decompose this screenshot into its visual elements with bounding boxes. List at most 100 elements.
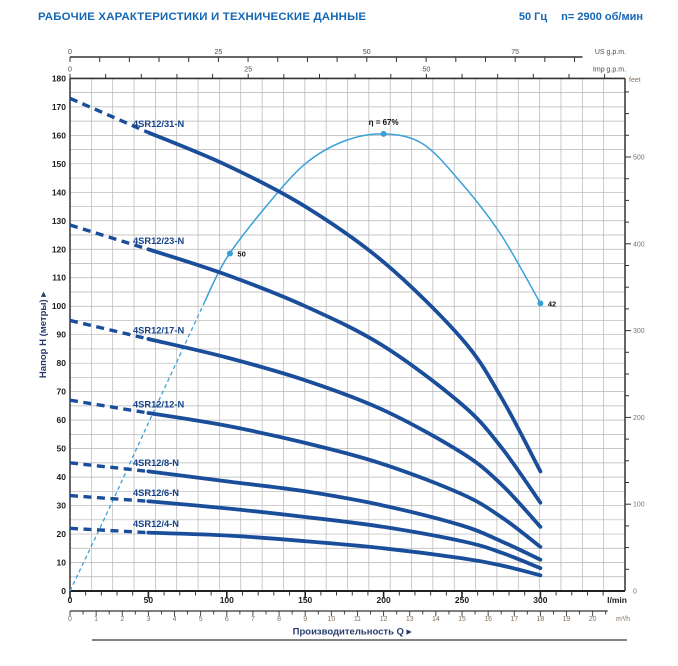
tick-label: 120 — [52, 244, 66, 254]
tick-label: 0 — [68, 595, 73, 605]
tick-label: 20 — [57, 529, 67, 539]
tick-label: 80 — [57, 358, 67, 368]
tick-label: 20 — [589, 616, 597, 623]
tick-label: 200 — [633, 415, 645, 422]
tick-label: 19 — [563, 616, 571, 623]
tick-label: 160 — [52, 130, 66, 140]
chart-header: РАБОЧИЕ ХАРАКТЕРИСТИКИ И ТЕХНИЧЕСКИЕ ДАН… — [0, 0, 678, 34]
pump-curves: 4SR12/31-N 4SR12/23-N 4SR12/17-N 4SR12/12-N… — [69, 96, 543, 578]
efficiency-marker-label: η = 67% — [369, 118, 399, 127]
efficiency-marker — [537, 300, 544, 307]
tick-label: 50 — [144, 595, 154, 605]
tick-label: 7 — [251, 616, 255, 623]
tick-label: 130 — [52, 216, 66, 226]
pump-curve-4sr12-8-n — [146, 469, 543, 562]
pump-curve-4sr12-31-n — [146, 130, 543, 474]
curve-label-4sr12-23-n: 4SR12/23-N — [133, 236, 184, 246]
tick-label: 25 — [244, 67, 252, 74]
tick-label: 150 — [52, 159, 66, 169]
tick-label: 11 — [354, 616, 361, 623]
tick-label: 400 — [633, 241, 645, 248]
tick-label: 0 — [68, 49, 72, 56]
tick-label: 110 — [52, 273, 66, 283]
efficiency-marker-label: 50 — [237, 250, 245, 259]
lmin-unit-label: l/min — [607, 595, 627, 605]
m3h-unit-label: m³/h — [616, 616, 630, 623]
efficiency-curve-solid — [202, 133, 542, 306]
tick-label: 10 — [327, 616, 335, 623]
y-axis-feet: 100 200 300 400 500 0 feet — [624, 77, 645, 596]
tick-label: 50 — [423, 67, 431, 74]
curve-label-4sr12-4-n: 4SR12/4-N — [133, 519, 179, 529]
y-axis-title: Напор H (метры) ▸ — [38, 291, 49, 378]
efficiency-marker-label: 42 — [548, 299, 556, 308]
tick-label: 90 — [57, 330, 67, 340]
tick-label: 200 — [377, 595, 391, 605]
tick-label: 10 — [57, 558, 67, 568]
curve-label-4sr12-31-n: 4SR12/31-N — [133, 119, 184, 129]
tick-label: 180 — [52, 73, 66, 83]
pump-curve-4sr12-6-n — [146, 499, 543, 571]
tick-label: 3 — [146, 616, 150, 623]
pump-curve-4sr12-4-n — [146, 530, 543, 578]
header-specs: 50 Гц n= 2900 об/мин — [519, 11, 643, 23]
tick-label: 13 — [406, 616, 414, 623]
tick-label: 14 — [432, 616, 440, 623]
speed-label: n= 2900 об/мин — [561, 11, 643, 23]
pump-curve-4sr12-12-n — [146, 411, 543, 549]
tick-label: 1 — [94, 616, 98, 623]
tick-label: 17 — [510, 616, 518, 623]
tick-label: 12 — [380, 616, 388, 623]
y-axis-head-m: 0 10 20 30 40 50 60 70 80 90 100 110 120 130 140 150 160… — [52, 73, 71, 596]
tick-label: 6 — [225, 616, 229, 623]
tick-label: 60 — [57, 415, 67, 425]
page-title: РАБОЧИЕ ХАРАКТЕРИСТИКИ И ТЕХНИЧЕСКИЕ ДАН… — [38, 11, 367, 23]
tick-label: 8 — [277, 616, 281, 623]
tick-label: 0 — [68, 67, 72, 74]
tick-label: 16 — [484, 616, 492, 623]
curve-label-4sr12-12-n: 4SR12/12-N — [133, 400, 184, 410]
tick-label: 100 — [52, 301, 66, 311]
tick-label: 18 — [537, 616, 545, 623]
tick-label: 50 — [57, 444, 67, 454]
feet-zero-label: 0 — [633, 589, 637, 596]
tick-label: 2 — [120, 616, 124, 623]
axis-titles: Производительность Q ▸ Напор H (метры) ▸ — [38, 291, 413, 638]
efficiency-curve: 50 η = 67% 42 — [69, 118, 556, 592]
tick-label: 15 — [458, 616, 466, 623]
tick-label: 300 — [633, 328, 645, 335]
tick-label: 50 — [363, 49, 371, 56]
frequency-label: 50 Гц — [518, 11, 548, 23]
curve-label-4sr12-8-n: 4SR12/8-N — [133, 458, 179, 468]
x-axis-lmin: 0 50 100 150 200 250 300 l/min — [68, 590, 627, 605]
tick-label: 4 — [173, 616, 177, 623]
curve-label-4sr12-17-n: 4SR12/17-N — [133, 325, 184, 335]
pump-curve-dashed-4sr12-31-n — [69, 96, 150, 135]
curve-label-4sr12-6-n: 4SR12/6-N — [133, 488, 179, 498]
tick-label: 500 — [633, 154, 645, 161]
feet-unit-label: feet — [629, 77, 641, 84]
tick-label: 250 — [455, 595, 469, 605]
tick-label: 100 — [633, 502, 645, 509]
tick-label: 5 — [199, 616, 203, 623]
pump-curve-dashed-4sr12-23-n — [69, 223, 149, 251]
tick-label: 75 — [511, 49, 519, 56]
x-axis-us-gpm: 0 25 50 75 US g.p.m. — [68, 49, 626, 62]
efficiency-marker — [380, 130, 387, 137]
tick-label: 40 — [57, 472, 67, 482]
imp-gpm-unit-label: Imp g.p.m. — [593, 67, 626, 74]
pump-curve-4sr12-17-n — [146, 337, 543, 529]
x-axis-imp-gpm: 0 25 50 Imp g.p.m. — [68, 67, 626, 80]
tick-label: 30 — [57, 501, 67, 511]
tick-label: 150 — [298, 595, 312, 605]
tick-label: 25 — [214, 49, 222, 56]
tick-label: 9 — [303, 616, 307, 623]
tick-label: 0 — [61, 586, 66, 596]
efficiency-marker — [226, 250, 233, 257]
tick-label: 170 — [52, 102, 66, 112]
tick-label: 0 — [68, 616, 72, 623]
tick-label: 70 — [57, 387, 67, 397]
x-axis-title: Производительность Q ▸ — [293, 627, 413, 638]
tick-label: 300 — [533, 595, 547, 605]
